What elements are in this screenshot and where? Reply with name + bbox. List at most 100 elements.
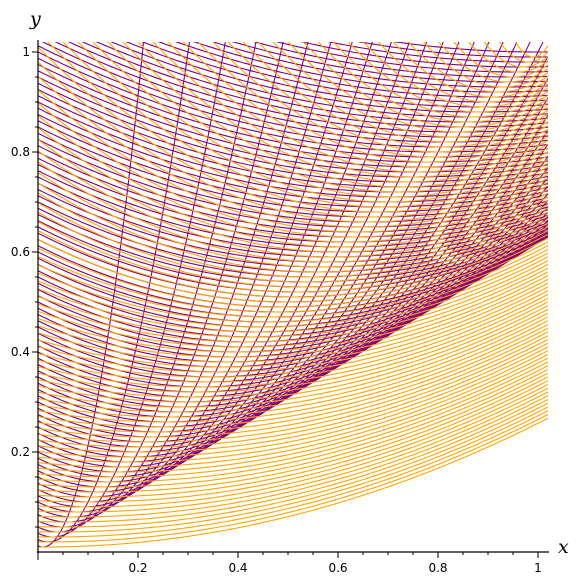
- orange-curve-12: [38, 372, 548, 488]
- purple-curve-64: [38, 145, 548, 228]
- orange-curve-76: [182, 42, 548, 168]
- purple-curve-89: [157, 42, 548, 103]
- purple-curve-58: [38, 182, 548, 258]
- orange-curve-27: [38, 316, 548, 413]
- orange-curve-42: [38, 260, 548, 338]
- orange-curve-24: [38, 327, 548, 428]
- orange-curve-91: [407, 42, 548, 93]
- orange-curve-13: [38, 368, 548, 483]
- orange-curve-family: [38, 42, 548, 548]
- purple-curve-13: [38, 42, 460, 483]
- orange-curve-28: [38, 312, 548, 408]
- purple-curve-family: [38, 42, 548, 548]
- orange-curve-84: [302, 42, 548, 128]
- purple-curve-91: [192, 42, 548, 93]
- purple-curve-70: [38, 107, 548, 198]
- orange-curve-9: [38, 383, 548, 503]
- orange-curve-70: [92, 42, 548, 198]
- y-tick-label: 0.6: [11, 245, 30, 259]
- purple-curve-24: [38, 130, 548, 428]
- orange-curve-11: [38, 376, 548, 493]
- orange-curve-82: [272, 42, 548, 138]
- orange-curve-51: [38, 221, 548, 293]
- orange-curve-7: [38, 391, 548, 513]
- purple-curve-4: [38, 42, 284, 528]
- x-tick-label: 1: [534, 561, 542, 575]
- purple-curve-0: [38, 42, 145, 548]
- orange-curve-31: [38, 301, 548, 393]
- orange-curve-94: [453, 42, 548, 78]
- orange-curve-40: [38, 267, 548, 348]
- orange-curve-44: [38, 252, 548, 328]
- orange-curve-83: [287, 42, 548, 133]
- orange-curve-93: [438, 42, 548, 83]
- purple-curve-99: [392, 42, 548, 53]
- orange-curve-15: [38, 361, 548, 473]
- x-tick-label: 0.4: [228, 561, 247, 575]
- x-axis-ticks: 0.2 0.4 0.6 0.8 1: [37, 552, 542, 575]
- orange-curve-1: [38, 413, 548, 543]
- orange-curve-5: [38, 398, 548, 523]
- purple-curve-18: [38, 42, 531, 458]
- orange-curve-52: [38, 211, 548, 288]
- purple-curve-1: [38, 42, 190, 543]
- orange-curve-63: [38, 89, 548, 233]
- orange-curve-2: [38, 410, 548, 538]
- orange-curve-38: [38, 275, 548, 358]
- purple-curve-25: [38, 143, 548, 423]
- orange-curve-55: [38, 182, 548, 273]
- purple-curve-65: [38, 139, 548, 223]
- orange-curve-79: [227, 42, 548, 153]
- orange-curve-32: [38, 297, 548, 388]
- orange-curve-30: [38, 305, 548, 398]
- orange-curve-62: [38, 102, 548, 238]
- orange-curve-39: [38, 271, 548, 353]
- orange-curve-41: [38, 263, 548, 343]
- orange-curve-50: [38, 230, 548, 298]
- orange-curve-36: [38, 282, 548, 368]
- orange-curve-45: [38, 248, 548, 323]
- orange-curve-49: [38, 233, 548, 303]
- orange-curve-77: [197, 42, 548, 163]
- purple-curve-60: [38, 170, 548, 248]
- orange-curve-74: [152, 42, 548, 178]
- orange-curve-89: [377, 42, 548, 103]
- orange-curve-14: [38, 365, 548, 478]
- x-axis-label: x: [558, 536, 569, 558]
- purple-curve-77: [38, 64, 548, 163]
- orange-curve-72: [122, 42, 548, 188]
- orange-curve-69: [77, 42, 548, 203]
- orange-curve-66: [38, 46, 548, 218]
- purple-curve-78: [38, 57, 548, 158]
- orange-curve-59: [38, 139, 548, 253]
- orange-curve-75: [167, 42, 548, 173]
- purple-curve-66: [38, 132, 548, 218]
- orange-curve-46: [38, 245, 548, 318]
- purple-curve-80: [38, 45, 548, 148]
- orange-curve-34: [38, 290, 548, 378]
- orange-curve-92: [422, 42, 548, 88]
- y-tick-label: 0.8: [11, 145, 30, 159]
- purple-curve-8: [38, 42, 373, 508]
- orange-curve-56: [38, 172, 548, 268]
- purple-curve-76: [38, 70, 548, 168]
- orange-curve-29: [38, 308, 548, 403]
- orange-curve-3: [38, 406, 548, 533]
- orange-curve-73: [137, 42, 548, 183]
- purple-curve-92: [211, 42, 548, 88]
- orange-curve-8: [38, 387, 548, 508]
- orange-curve-47: [38, 241, 548, 313]
- purple-curve-88: [141, 42, 548, 108]
- orange-curve-78: [212, 42, 548, 158]
- purple-curve-63: [38, 151, 548, 233]
- orange-curve-0: [38, 417, 548, 548]
- orange-curve-60: [38, 127, 548, 248]
- purple-curve-39: [38, 231, 548, 353]
- orange-curve-64: [38, 75, 548, 228]
- orange-curve-21: [38, 338, 548, 443]
- orange-curve-22: [38, 335, 548, 438]
- orange-curve-25: [38, 323, 548, 423]
- orange-curve-67: [47, 42, 548, 213]
- purple-curve-98: [357, 42, 548, 58]
